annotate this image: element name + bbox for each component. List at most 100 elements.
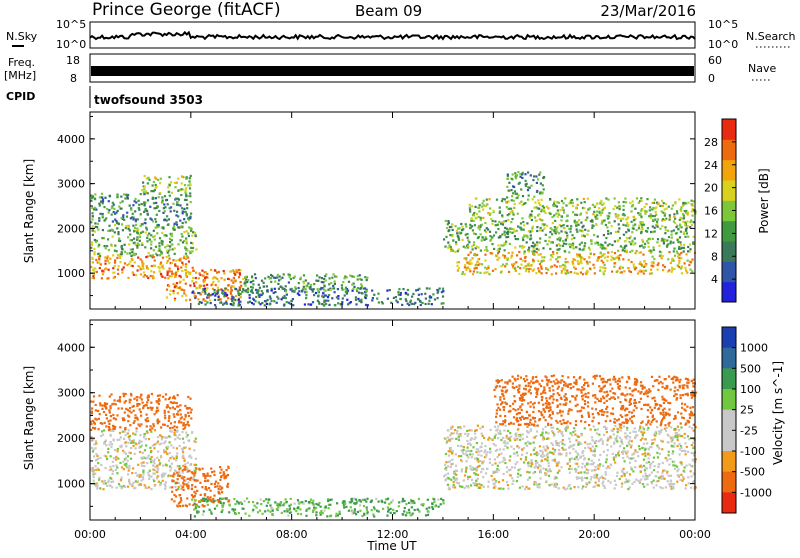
power-cell	[659, 254, 661, 256]
power-cell	[107, 238, 109, 240]
power-cell	[355, 299, 357, 301]
power-cell	[533, 196, 535, 198]
power-cell	[98, 203, 100, 205]
power-cell	[691, 224, 693, 226]
velocity-cell	[571, 468, 573, 470]
power-cell	[494, 220, 496, 222]
power-cell	[575, 225, 577, 227]
power-cell	[185, 275, 187, 277]
velocity-cell	[122, 393, 124, 395]
velocity-cell	[125, 453, 127, 455]
velocity-cell	[484, 445, 486, 447]
power-cell	[264, 277, 266, 279]
power-cell	[476, 261, 478, 263]
power-cell	[554, 226, 556, 228]
power-cell	[601, 222, 603, 224]
velocity-cell	[189, 464, 191, 466]
power-cell	[93, 267, 95, 269]
power-cell	[285, 285, 287, 287]
power-cell	[628, 237, 630, 239]
velocity-cell	[131, 483, 133, 485]
power-band	[90, 193, 192, 226]
velocity-cell	[467, 476, 469, 478]
velocity-cell	[437, 499, 439, 501]
velocity-cell	[643, 459, 645, 461]
velocity-cell	[445, 438, 447, 440]
velocity-cell	[555, 482, 557, 484]
velocity-cell	[142, 407, 144, 409]
power-cell	[657, 269, 659, 271]
velocity-cell	[287, 515, 289, 517]
velocity-cell	[467, 433, 469, 435]
power-cell	[449, 226, 451, 228]
velocity-cell	[418, 498, 420, 500]
power-cell	[166, 215, 168, 217]
velocity-cell	[112, 470, 114, 472]
velocity-cell	[194, 440, 196, 442]
power-cell	[558, 248, 560, 250]
velocity-cell	[420, 504, 422, 506]
power-cell	[227, 278, 229, 280]
power-cell	[313, 283, 315, 285]
power-cell	[559, 245, 561, 247]
velocity-cell	[630, 467, 632, 469]
power-cell	[231, 279, 233, 281]
velocity-cell	[668, 425, 670, 427]
power-cell	[303, 274, 305, 276]
velocity-cell	[176, 447, 178, 449]
velocity-cell	[110, 415, 112, 417]
power-cell	[546, 272, 548, 274]
velocity-cell	[283, 502, 285, 504]
velocity-cell	[191, 494, 193, 496]
power-cell	[99, 196, 101, 198]
power-cell	[133, 230, 135, 232]
power-cell	[555, 258, 557, 260]
power-cell	[673, 248, 675, 250]
power-cell	[279, 275, 281, 277]
power-cell	[159, 192, 161, 194]
power-cell	[661, 257, 663, 259]
power-cell	[624, 240, 626, 242]
power-cell	[553, 229, 555, 231]
power-cell	[94, 197, 96, 199]
power-cell	[155, 246, 157, 248]
power-cell	[673, 250, 675, 252]
velocity-cell	[359, 499, 361, 501]
velocity-cell	[605, 471, 607, 473]
power-cell	[664, 239, 666, 241]
power-cell	[551, 229, 553, 231]
velocity-cell	[114, 426, 116, 428]
power-cell	[579, 243, 581, 245]
power-cell	[515, 177, 517, 179]
power-cell	[511, 178, 513, 180]
power-cell	[214, 289, 216, 291]
velocity-cell	[254, 505, 256, 507]
power-cell	[117, 233, 119, 235]
power-cell	[501, 233, 503, 235]
power-cell	[618, 257, 620, 259]
power-cell	[620, 245, 622, 247]
power-cell	[550, 242, 552, 244]
velocity-cell	[471, 479, 473, 481]
power-cell	[157, 206, 159, 208]
power-cell	[691, 210, 693, 212]
velocity-cell	[665, 486, 667, 488]
velocity-cell	[506, 471, 508, 473]
power-cell	[121, 269, 123, 271]
power-cell	[614, 205, 616, 207]
velocity-cell	[553, 435, 555, 437]
power-cell	[92, 234, 94, 236]
velocity-cell	[460, 455, 462, 457]
velocity-cell	[410, 514, 412, 516]
power-cell	[280, 286, 282, 288]
velocity-cell	[692, 459, 694, 461]
velocity-cell	[217, 482, 219, 484]
power-cell	[595, 216, 597, 218]
power-cell	[109, 195, 111, 197]
velocity-cell	[164, 436, 166, 438]
power-cell	[90, 221, 92, 223]
velocity-cell	[642, 475, 644, 477]
velocity-cell	[133, 405, 135, 407]
power-cell	[580, 213, 582, 215]
power-cell	[119, 255, 121, 257]
